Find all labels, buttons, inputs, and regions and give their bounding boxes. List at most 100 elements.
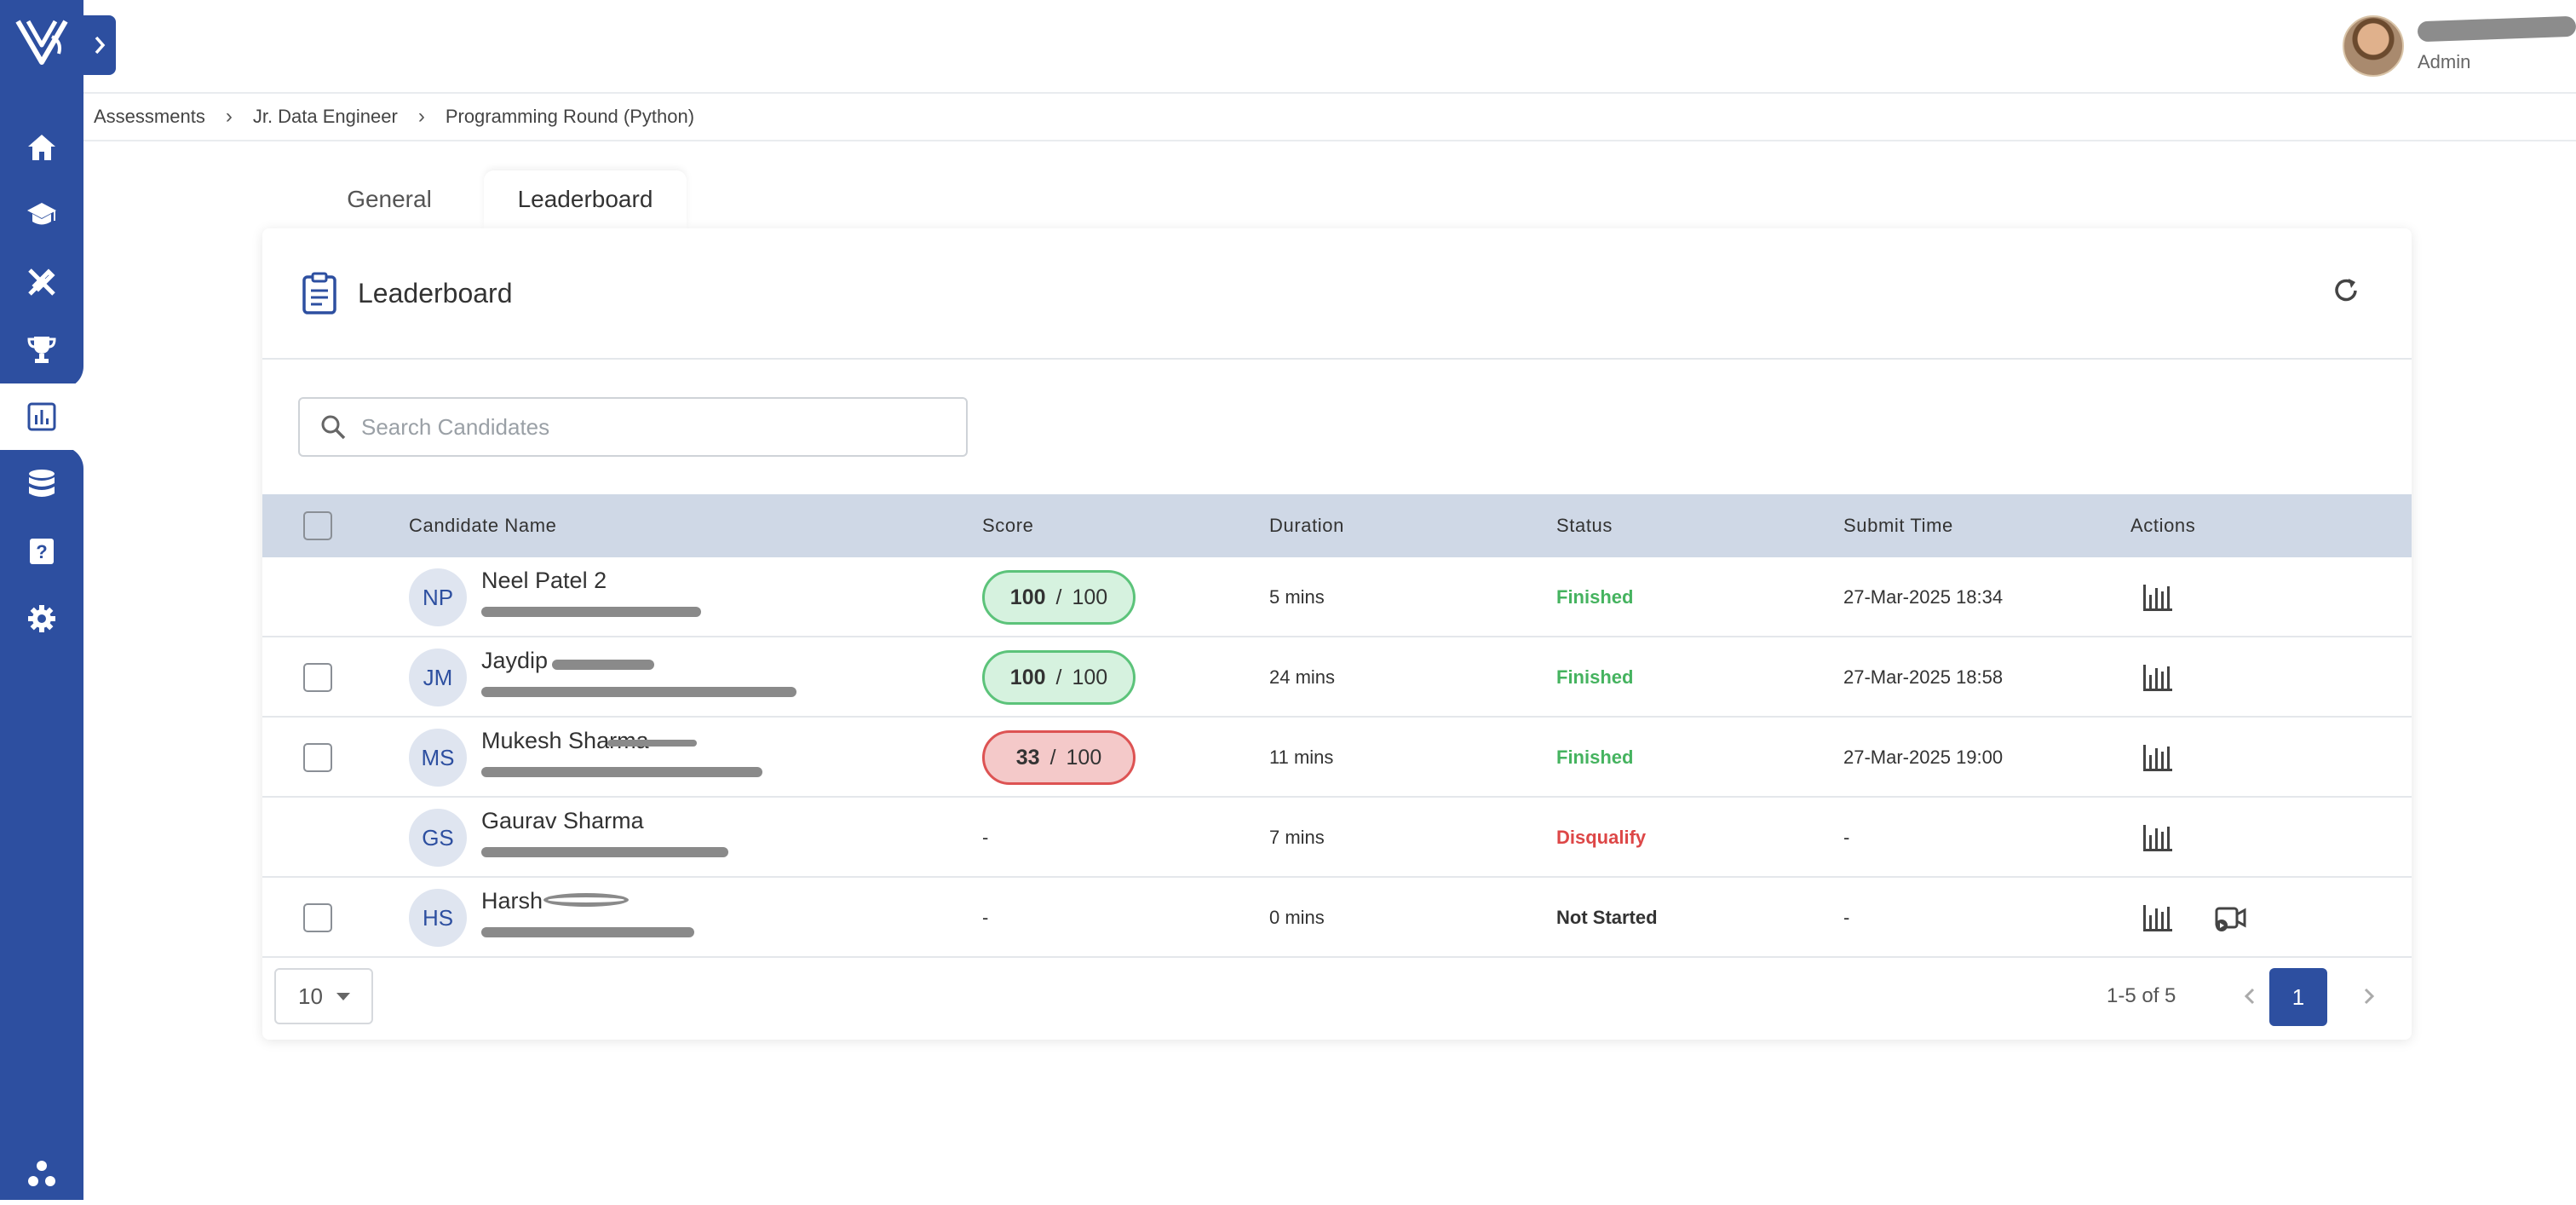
sidebar-item-courses[interactable] — [0, 182, 83, 248]
chevron-right-icon — [95, 36, 106, 55]
bar-chart-icon — [2143, 745, 2172, 771]
sidebar-item-trophy[interactable] — [0, 316, 83, 383]
candidate-email-redacted — [481, 767, 762, 777]
table-row[interactable]: MS Mukesh Sharma 33/100 11 mins Finished… — [262, 718, 2412, 798]
report-action[interactable] — [2142, 637, 2174, 718]
candidate-avatar: JM — [409, 649, 467, 706]
col-submit-time[interactable]: Submit Time — [1843, 515, 1953, 536]
breadcrumb-current: Programming Round (Python) — [445, 106, 695, 127]
page-size-value: 10 — [298, 983, 323, 1009]
score-empty: - — [982, 907, 989, 928]
duration: 7 mins — [1269, 827, 1325, 848]
sidebar-item-hub[interactable] — [0, 1140, 83, 1205]
row-checkbox[interactable] — [303, 663, 332, 692]
score-badge: 100/100 — [982, 650, 1136, 705]
page-size-select[interactable]: 10 — [274, 968, 373, 1024]
card-header: Leaderboard — [262, 228, 2412, 360]
table-row[interactable]: GS Gaurav Sharma - 7 mins Disqualify - — [262, 798, 2412, 878]
report-action[interactable] — [2142, 718, 2174, 798]
row-checkbox[interactable] — [303, 743, 332, 772]
candidate-avatar: NP — [409, 568, 467, 626]
breadcrumb-assessments[interactable]: Assessments — [94, 106, 205, 127]
tab-general[interactable]: General — [347, 186, 432, 212]
avatar[interactable] — [2343, 15, 2404, 77]
report-action[interactable] — [2142, 798, 2174, 878]
prev-page-button[interactable] — [2222, 968, 2278, 1024]
breadcrumb-role[interactable]: Jr. Data Engineer — [252, 106, 398, 127]
video-recording-icon — [2215, 907, 2246, 931]
home-icon — [28, 135, 55, 160]
col-score[interactable]: Score — [982, 515, 1034, 536]
sidebar-item-tools[interactable] — [0, 249, 83, 315]
candidate-email-redacted — [481, 927, 694, 937]
status-badge: Finished — [1556, 666, 1634, 688]
bar-chart-icon — [2143, 905, 2172, 931]
row-checkbox[interactable] — [303, 903, 332, 932]
tabs: General Leaderboard — [300, 170, 687, 228]
chevron-right-icon — [2364, 988, 2375, 1005]
sidebar-notch — [0, 447, 83, 487]
pagination-range: 1-5 of 5 — [2107, 984, 2176, 1007]
chevron-right-icon: › — [417, 105, 425, 128]
candidate-avatar: MS — [409, 729, 467, 787]
candidate-name: Neel Patel 2 — [481, 568, 607, 593]
graduation-cap-icon — [27, 203, 56, 225]
search-box[interactable] — [298, 397, 968, 457]
table-row[interactable]: HS Harsh - 0 mins Not Started - — [262, 878, 2412, 958]
candidate-name: Jaydip — [481, 648, 549, 673]
submit-time: - — [1843, 827, 1850, 848]
sidebar-item-reports[interactable] — [0, 383, 83, 450]
submit-time: - — [1843, 907, 1850, 928]
user-info: Admin — [2417, 15, 2576, 73]
score-badge: 100/100 — [982, 570, 1136, 625]
bar-chart-icon — [2143, 665, 2172, 691]
leaderboard-card: Leaderboard Candidate Name Score Duratio… — [262, 228, 2412, 1040]
user-role: Admin — [2418, 51, 2471, 72]
candidate-email-redacted — [481, 607, 701, 617]
bar-chart-icon — [2143, 585, 2172, 611]
video-action[interactable] — [2213, 878, 2247, 958]
duration: 0 mins — [1269, 907, 1325, 928]
tab-leaderboard[interactable]: Leaderboard — [484, 170, 687, 228]
chevron-right-icon: › — [225, 105, 233, 128]
sidebar-item-home[interactable] — [0, 114, 83, 181]
col-candidate-name[interactable]: Candidate Name — [409, 515, 557, 536]
search-input[interactable] — [361, 413, 940, 441]
sidebar-expand-button[interactable] — [83, 15, 116, 75]
sidebar-item-questions[interactable]: ? — [0, 518, 83, 585]
next-page-button[interactable] — [2341, 968, 2397, 1024]
user-menu[interactable]: Admin — [2343, 14, 2576, 78]
search-icon — [321, 415, 346, 440]
report-action[interactable] — [2142, 878, 2174, 958]
logo[interactable] — [0, 0, 83, 84]
submit-time: 27-Mar-2025 18:34 — [1843, 586, 2004, 608]
col-duration[interactable]: Duration — [1269, 515, 1344, 536]
candidate-name: Harsh — [481, 888, 543, 914]
select-all-checkbox[interactable] — [303, 511, 332, 540]
report-action[interactable] — [2142, 557, 2174, 637]
logo-icon — [15, 20, 68, 65]
submit-time: 27-Mar-2025 19:00 — [1843, 747, 2004, 768]
caret-down-icon — [336, 992, 350, 1000]
top-bar: Admin — [83, 0, 2576, 94]
score-empty: - — [982, 827, 989, 848]
name-redacted — [607, 740, 697, 747]
col-status[interactable]: Status — [1556, 515, 1613, 536]
score-cell: 100/100 — [982, 637, 1136, 718]
status-badge: Finished — [1556, 747, 1634, 768]
candidate-email-redacted — [481, 687, 796, 697]
clipboard-icon — [302, 272, 336, 314]
score-badge: 33/100 — [982, 730, 1136, 785]
candidate-avatar-cell: HS — [409, 878, 467, 958]
database-icon — [29, 470, 55, 497]
page-button-current[interactable]: 1 — [2269, 968, 2327, 1026]
duration: 11 mins — [1269, 747, 1334, 768]
table-row[interactable]: NP Neel Patel 2 100/100 5 mins Finished … — [262, 557, 2412, 637]
refresh-icon[interactable] — [2332, 276, 2360, 305]
sidebar-item-settings[interactable] — [0, 585, 83, 652]
candidate-avatar: HS — [409, 889, 467, 947]
table-row[interactable]: JM Jaydip 100/100 24 mins Finished 27-Ma… — [262, 637, 2412, 718]
sidebar-item-database[interactable] — [0, 451, 83, 517]
candidate-avatar-cell: GS — [409, 798, 467, 878]
row-checkbox-cell — [303, 718, 332, 798]
